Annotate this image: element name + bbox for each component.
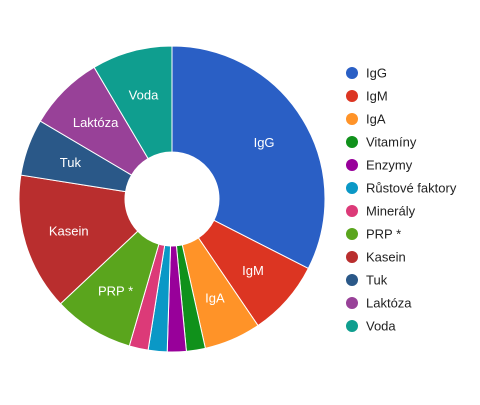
legend-swatch-vitaminy [346, 136, 358, 148]
legend-swatch-kasein [346, 251, 358, 263]
legend-swatch-igg [346, 67, 358, 79]
legend-swatch-voda [346, 320, 358, 332]
legend-item-kasein[interactable]: Kasein [346, 250, 406, 265]
pie-slices [18, 45, 326, 353]
slice-label-kasein: Kasein [49, 223, 89, 238]
legend-swatch-mineraly [346, 205, 358, 217]
legend: IgG IgM IgA Vitamíny Enzymy Růstové faktory Mi… [346, 66, 457, 334]
legend-label-mineraly: Minerály [366, 204, 416, 219]
slice-label-igm: IgM [242, 263, 264, 278]
legend-item-igg[interactable]: IgG [346, 66, 387, 81]
legend-label-vitaminy: Vitamíny [366, 135, 417, 150]
legend-item-rustove-faktory[interactable]: Růstové faktory [346, 181, 457, 196]
pie-slice-kasein[interactable] [18, 174, 139, 305]
legend-item-igm[interactable]: IgM [346, 89, 388, 104]
pie-slice-voda[interactable] [93, 45, 173, 160]
legend-label-enzymy: Enzymy [366, 158, 413, 173]
legend-label-laktoza: Laktóza [366, 296, 412, 311]
pie-slice-igg[interactable] [171, 45, 326, 270]
slice-label-prp: PRP * [98, 284, 133, 299]
slice-label-laktoza: Laktóza [73, 115, 119, 130]
legend-label-iga: IgA [366, 112, 386, 127]
legend-label-igm: IgM [366, 89, 388, 104]
legend-swatch-rustove-faktory [346, 182, 358, 194]
slice-label-tuk: Tuk [60, 155, 82, 170]
legend-swatch-enzymy [346, 159, 358, 171]
legend-label-kasein: Kasein [366, 250, 406, 265]
legend-item-vitaminy[interactable]: Vitamíny [346, 135, 417, 150]
pie-slice-labels: IgG IgM IgA PRP * Kasein Tuk Laktóza Voda [49, 87, 275, 305]
legend-label-rustove-faktory: Růstové faktory [366, 181, 457, 196]
legend-swatch-prp [346, 228, 358, 240]
slice-label-igg: IgG [254, 135, 275, 150]
legend-swatch-tuk [346, 274, 358, 286]
legend-label-tuk: Tuk [366, 273, 388, 288]
legend-item-prp[interactable]: PRP * [346, 227, 401, 242]
legend-item-enzymy[interactable]: Enzymy [346, 158, 413, 173]
legend-label-prp: PRP * [366, 227, 401, 242]
slice-label-voda: Voda [129, 87, 159, 102]
legend-swatch-igm [346, 90, 358, 102]
legend-label-igg: IgG [366, 66, 387, 81]
slice-label-iga: IgA [205, 291, 225, 306]
legend-swatch-iga [346, 113, 358, 125]
legend-item-iga[interactable]: IgA [346, 112, 386, 127]
legend-label-voda: Voda [366, 319, 396, 334]
legend-item-mineraly[interactable]: Minerály [346, 204, 416, 219]
legend-item-laktoza[interactable]: Laktóza [346, 296, 412, 311]
legend-item-tuk[interactable]: Tuk [346, 273, 388, 288]
legend-item-voda[interactable]: Voda [346, 319, 396, 334]
legend-swatch-laktoza [346, 297, 358, 309]
